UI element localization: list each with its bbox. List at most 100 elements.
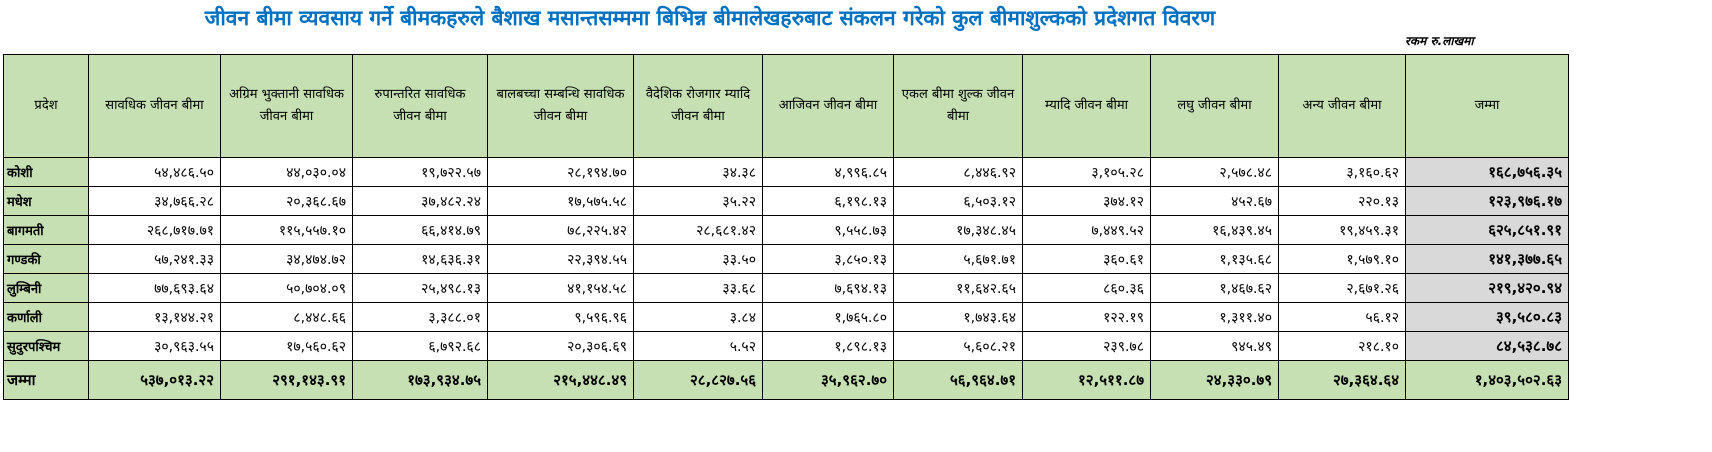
cell: ८,४४६.९२ (893, 157, 1023, 187)
cell: ५६.१२ (1278, 302, 1406, 332)
cell: ५४,४८६.५० (88, 157, 221, 187)
column-header: प्रदेश (3, 54, 89, 158)
column-header: वैदेशिक रोजगार म्यादि जीवन बीमा (633, 54, 763, 158)
cell: १,७४३.६४ (893, 302, 1023, 332)
cell: ८४,५३८.७८ (1405, 331, 1569, 361)
cell: ९,५९६.९६ (487, 302, 634, 332)
column-header: अग्रिम भुक्तानी सावधिक जीवन बीमा (220, 54, 353, 158)
table-row: मधेश ३४,७६६.२८ २०,३६८.६७ ३७,४८२.२४ १७,५७५.५८… (3, 186, 1569, 216)
cell: १९,४५९.३१ (1278, 215, 1406, 245)
cell: १,४६७.६२ (1150, 273, 1279, 303)
cell: २७,३६४.६४ (1278, 360, 1406, 400)
cell: ३.८४ (633, 302, 763, 332)
cell: ३६०.६१ (1022, 244, 1151, 274)
cell: १२२.१९ (1022, 302, 1151, 332)
cell: ५७,२४१.३३ (88, 244, 221, 274)
cell: ६२५,८५१.९१ (1405, 215, 1569, 245)
cell: ६,७९२.६८ (352, 331, 488, 361)
cell: २८,८२७.५६ (633, 360, 763, 400)
cell: ३,१६०.६२ (1278, 157, 1406, 187)
cell: ९,५५८.७३ (762, 215, 894, 245)
column-header: एकल बीमा शुल्क जीवन बीमा (893, 54, 1023, 158)
cell: १२,५११.८७ (1022, 360, 1151, 400)
cell: १४१,३७७.६५ (1405, 244, 1569, 274)
cell: ४४,०३०.०४ (220, 157, 353, 187)
cell: ११५,५५७.१० (220, 215, 353, 245)
cell: १३,१४४.२१ (88, 302, 221, 332)
cell: २३९.७८ (1022, 331, 1151, 361)
unit-note: रकम रु.लाखमा (1405, 34, 1474, 48)
cell: १,३११.४० (1150, 302, 1279, 332)
cell: १७,५६०.६२ (220, 331, 353, 361)
header-row: प्रदेश सावधिक जीवन बीमा अग्रिम भुक्तानी सा… (3, 54, 1569, 158)
table-row: बागमती २६८,७१७.७१ ११५,५५७.१० ६६,४१४.७९ ७८,२२… (3, 215, 1569, 245)
cell: ३९,५८०.८३ (1405, 302, 1569, 332)
column-header: जम्मा (1405, 54, 1569, 158)
cell: १७,५७५.५८ (487, 186, 634, 216)
table-row: जम्मा ५३७,०१३.२२ २९१,१४३.९१ १७३,९३४.७५ २१५,४… (3, 360, 1569, 400)
cell: १,७६५.८० (762, 302, 894, 332)
row-label: जम्मा (3, 360, 89, 400)
cell: २,६७१.२६ (1278, 273, 1406, 303)
cell: २२०.१३ (1278, 186, 1406, 216)
cell: २९१,१४३.९१ (220, 360, 353, 400)
cell: १,५७९.१० (1278, 244, 1406, 274)
cell: २८,१९४.७० (487, 157, 634, 187)
column-header: सावधिक जीवन बीमा (88, 54, 221, 158)
row-label: लुम्बिनी (3, 273, 89, 303)
table-body: कोशी ५४,४८६.५० ४४,०३०.०४ १९,७२२.५७ २८,१९४.७०… (3, 157, 1569, 400)
cell: १,८९८.१३ (762, 331, 894, 361)
cell: ८,४४८.६६ (220, 302, 353, 332)
column-header: आजिवन जीवन बीमा (762, 54, 894, 158)
cell: ८६०.३६ (1022, 273, 1151, 303)
cell: २०,३६८.६७ (220, 186, 353, 216)
cell: २२,३९४.५५ (487, 244, 634, 274)
cell: २८,६८१.४२ (633, 215, 763, 245)
cell: ६६,४१४.७९ (352, 215, 488, 245)
cell: ३५.२२ (633, 186, 763, 216)
cell: ४१,१५४.५८ (487, 273, 634, 303)
cell: ७,४४९.५२ (1022, 215, 1151, 245)
cell: १२३,९७६.१७ (1405, 186, 1569, 216)
table-row: कोशी ५४,४८६.५० ४४,०३०.०४ १९,७२२.५७ २८,१९४.७०… (3, 157, 1569, 187)
column-header: म्यादि जीवन बीमा (1022, 54, 1151, 158)
cell: ३,१०५.२८ (1022, 157, 1151, 187)
cell: ३७,४८२.२४ (352, 186, 488, 216)
cell: ६,५०३.१२ (893, 186, 1023, 216)
table-row: गण्डकी ५७,२४१.३३ ३४,४७४.७२ १४,६३६.३१ २२,३९४.… (3, 244, 1569, 274)
column-header: अन्य जीवन बीमा (1278, 54, 1406, 158)
cell: ६,१९८.१३ (762, 186, 894, 216)
cell: १७३,९३४.७५ (352, 360, 488, 400)
cell: १६,४३९.४५ (1150, 215, 1279, 245)
row-label: बागमती (3, 215, 89, 245)
cell: ४,९९६.८५ (762, 157, 894, 187)
cell: १९,७२२.५७ (352, 157, 488, 187)
cell: ३,८५०.१३ (762, 244, 894, 274)
cell: २४,३३०.७९ (1150, 360, 1279, 400)
cell: ५,६७१.७१ (893, 244, 1023, 274)
cell: ७,६९४.१३ (762, 273, 894, 303)
cell: १६८,७५६.३५ (1405, 157, 1569, 187)
cell: १४,६३६.३१ (352, 244, 488, 274)
table-row: सुदुरपश्चिम ३०,९६३.५५ १७,५६०.६२ ६,७९२.६८ २०,… (3, 331, 1569, 361)
cell: ३४,४७४.७२ (220, 244, 353, 274)
cell: २१८.१० (1278, 331, 1406, 361)
cell: २१५,४४८.४९ (487, 360, 634, 400)
cell: ३३.६८ (633, 273, 763, 303)
row-label: कोशी (3, 157, 89, 187)
cell: ३४.३८ (633, 157, 763, 187)
cell: ५६,९६४.७१ (893, 360, 1023, 400)
premium-table: प्रदेश सावधिक जीवन बीमा अग्रिम भुक्तानी सा… (3, 54, 1569, 400)
cell: ५,६०८.२१ (893, 331, 1023, 361)
row-label: मधेश (3, 186, 89, 216)
cell: ३४,७६६.२८ (88, 186, 221, 216)
cell: ३५,९६२.७० (762, 360, 894, 400)
cell: ५३७,०१३.२२ (88, 360, 221, 400)
title: जीवन बीमा व्यवसाय गर्ने बीमकहरुले बैशाख … (204, 6, 1216, 30)
cell: ७७,६९३.६४ (88, 273, 221, 303)
cell: ३७४.१२ (1022, 186, 1151, 216)
row-label: कर्णाली (3, 302, 89, 332)
cell: ४५२.६७ (1150, 186, 1279, 216)
cell: १,४०३,५०२.६३ (1405, 360, 1569, 400)
